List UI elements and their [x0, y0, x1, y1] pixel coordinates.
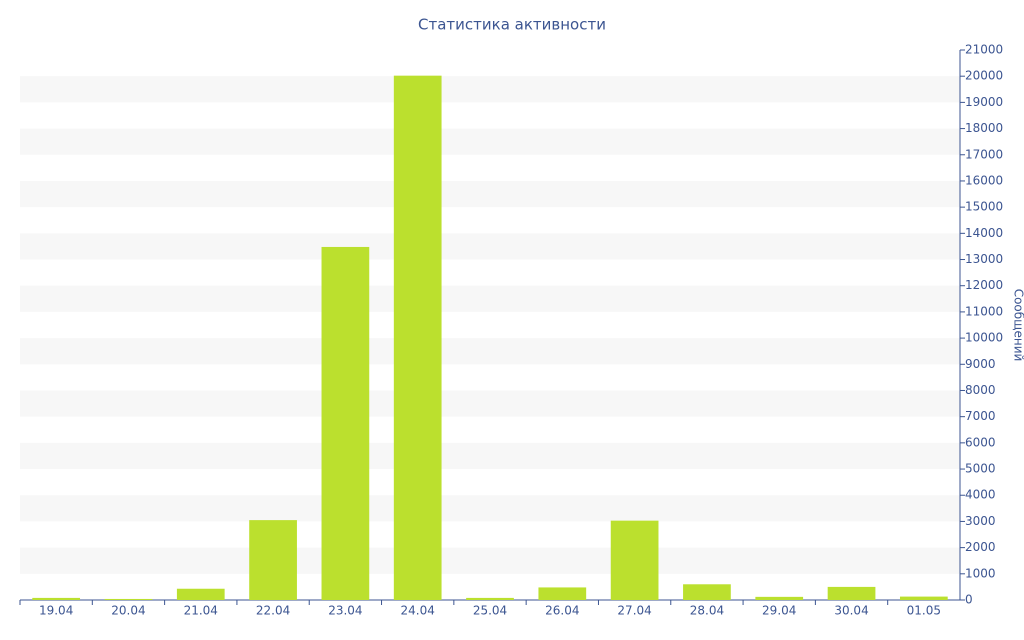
- y-tick-label: 17000: [965, 147, 1003, 161]
- x-tick-label: 01.05: [907, 604, 941, 618]
- bar: [393, 75, 442, 600]
- grid-band: [20, 338, 960, 365]
- x-tick-label: 19.04: [39, 604, 73, 618]
- bar: [32, 597, 81, 600]
- x-tick-label: 30.04: [834, 604, 868, 618]
- y-tick-label: 12000: [965, 278, 1003, 292]
- x-tick-label: 20.04: [111, 604, 145, 618]
- y-tick-label: 9000: [965, 357, 996, 371]
- bar: [104, 598, 153, 600]
- y-tick-label: 21000: [965, 43, 1003, 57]
- x-tick-label: 24.04: [401, 604, 435, 618]
- bar: [827, 586, 876, 600]
- y-tick-label: 16000: [965, 173, 1003, 187]
- bar: [683, 584, 731, 600]
- y-tick-label: 2000: [965, 540, 996, 554]
- x-tick-label: 21.04: [184, 604, 218, 618]
- grid-band: [20, 442, 960, 470]
- grid-band: [20, 390, 960, 417]
- x-tick-label: 28.04: [690, 604, 724, 618]
- x-tick-label: 23.04: [328, 604, 362, 618]
- y-tick-label: 3000: [965, 514, 996, 528]
- y-tick-label: 11000: [965, 304, 1003, 318]
- x-tick-label: 22.04: [256, 604, 290, 618]
- y-axis-label: Сообщений: [1012, 289, 1024, 362]
- grid-band: [20, 76, 960, 103]
- y-tick-label: 15000: [965, 200, 1003, 214]
- x-tick-label: 27.04: [617, 604, 651, 618]
- y-tick-label: 4000: [965, 488, 996, 502]
- grid-band: [20, 285, 960, 312]
- bar: [249, 520, 297, 600]
- bar: [610, 520, 659, 600]
- y-tick-label: 6000: [965, 435, 996, 449]
- grid-band: [20, 547, 960, 574]
- bar: [466, 597, 514, 600]
- y-tick-label: 18000: [965, 121, 1003, 135]
- y-tick-label: 14000: [965, 226, 1003, 240]
- grid-band: [20, 128, 960, 155]
- x-tick-label: 29.04: [762, 604, 796, 618]
- grid-band: [20, 180, 960, 208]
- x-tick-label: 25.04: [473, 604, 507, 618]
- bar: [538, 587, 587, 600]
- bar: [321, 246, 370, 600]
- y-tick-label: 10000: [965, 331, 1003, 345]
- grid-band: [20, 495, 960, 522]
- x-tick-label: 26.04: [545, 604, 579, 618]
- y-tick-label: 8000: [965, 383, 996, 397]
- y-tick-label: 13000: [965, 252, 1003, 266]
- y-tick-label: 1000: [965, 566, 996, 580]
- bar: [899, 596, 948, 600]
- y-tick-label: 7000: [965, 409, 996, 423]
- y-tick-label: 20000: [965, 69, 1003, 83]
- bar: [176, 588, 225, 600]
- grid-band: [20, 233, 960, 260]
- chart-title: Статистика активности: [418, 16, 606, 34]
- y-tick-label: 19000: [965, 95, 1003, 109]
- bar: [755, 596, 804, 600]
- y-tick-label: 5000: [965, 462, 996, 476]
- y-tick-label: 0: [965, 593, 973, 607]
